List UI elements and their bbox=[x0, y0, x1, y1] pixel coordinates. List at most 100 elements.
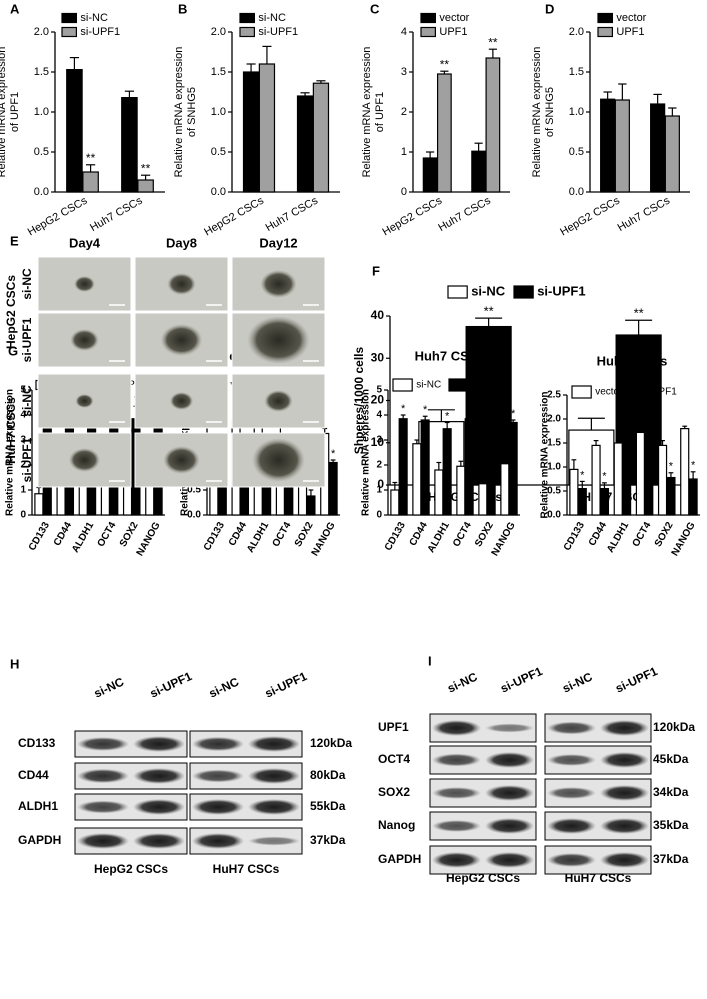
significance: ** bbox=[484, 304, 494, 319]
blot-band bbox=[192, 799, 244, 815]
blot-row-label: GAPDH bbox=[18, 833, 61, 847]
error-bar bbox=[414, 439, 420, 444]
y-axis-label: Relative mRNA expression bbox=[531, 47, 543, 178]
legend-swatch bbox=[392, 378, 413, 392]
error-bar bbox=[668, 107, 677, 116]
x-tick-label: Huh7 CSCs bbox=[88, 194, 145, 234]
error-bar bbox=[400, 414, 406, 419]
y-axis-label: of UPF1 bbox=[374, 92, 386, 132]
bar bbox=[390, 489, 400, 516]
y-tick-label: 1.0 bbox=[34, 106, 49, 118]
group-label: HepG2 CSCs bbox=[446, 871, 520, 885]
error-bar bbox=[618, 83, 627, 100]
panel-label: A bbox=[10, 1, 20, 16]
y-axis-label: Relative mRNA expression bbox=[0, 47, 8, 178]
lane-label: si-UPF1 bbox=[148, 669, 195, 701]
blot-row-label: Nanog bbox=[378, 818, 415, 832]
lane-label: si-NC bbox=[560, 670, 595, 696]
legend-label: si-NC bbox=[416, 380, 441, 391]
y-tick-label: 0.0 bbox=[211, 186, 226, 198]
bar bbox=[412, 443, 422, 516]
blot-band bbox=[192, 769, 244, 783]
y-tick-label: 0.5 bbox=[187, 485, 201, 496]
error-bar bbox=[330, 459, 336, 463]
panel-label: D bbox=[545, 1, 554, 16]
bar bbox=[442, 428, 452, 516]
lane-label: si-NC bbox=[445, 670, 480, 696]
bar bbox=[500, 463, 510, 516]
bar bbox=[485, 57, 501, 193]
bar bbox=[436, 73, 452, 193]
y-axis-label: of SNHG5 bbox=[186, 87, 198, 137]
significance: * bbox=[401, 403, 406, 415]
y-tick-label: 10 bbox=[371, 435, 385, 449]
error-bar bbox=[475, 317, 503, 327]
legend-label: UPF1 bbox=[439, 26, 467, 38]
significance: * bbox=[624, 449, 629, 461]
error-bar bbox=[124, 90, 135, 98]
y-tick-label: 2 bbox=[401, 106, 407, 118]
bar bbox=[471, 150, 487, 193]
column-label: Day4 bbox=[69, 235, 101, 250]
y-tick-label: 0.5 bbox=[569, 146, 584, 158]
error-bar bbox=[571, 459, 577, 470]
x-tick-label: Huh7 CSCs bbox=[436, 194, 493, 234]
chart-title: Huh7 CSCs bbox=[415, 348, 486, 363]
error-bar bbox=[593, 440, 599, 446]
bar bbox=[464, 418, 474, 516]
y-tick-label: 0.0 bbox=[187, 510, 201, 521]
x-tick-label: OCT4 bbox=[451, 520, 474, 549]
blot-band bbox=[77, 800, 129, 814]
y-tick-label: 0 bbox=[20, 510, 26, 521]
significance: ** bbox=[86, 151, 96, 165]
bar bbox=[478, 483, 488, 516]
bar bbox=[296, 95, 314, 193]
error-bar bbox=[625, 319, 653, 336]
sphere bbox=[247, 316, 310, 364]
blot-band bbox=[248, 736, 300, 752]
y-tick-label: 3 bbox=[401, 66, 407, 78]
group-label: HepG2 CSCs bbox=[94, 862, 168, 876]
x-tick-label: HepG2 CSCs bbox=[558, 194, 622, 238]
x-tick-label: OCT4 bbox=[271, 520, 294, 549]
significance: * bbox=[445, 410, 450, 422]
legend-swatch bbox=[448, 378, 469, 392]
y-tick-label: 1 bbox=[401, 146, 407, 158]
bar bbox=[613, 442, 623, 516]
y-tick-label: 0.5 bbox=[211, 146, 226, 158]
blot-size-label: 37kDa bbox=[653, 852, 689, 866]
bar bbox=[82, 171, 99, 193]
sphere bbox=[70, 329, 99, 351]
panel-label: I bbox=[428, 653, 432, 668]
x-tick-label: CD133 bbox=[202, 520, 227, 553]
error-bar bbox=[440, 70, 449, 74]
error-bar bbox=[602, 482, 607, 489]
legend-label: si-NC bbox=[471, 283, 506, 298]
error-bar bbox=[660, 440, 665, 446]
error-bar bbox=[603, 91, 612, 100]
blot-band bbox=[600, 785, 649, 801]
blot-band bbox=[432, 820, 481, 832]
y-tick-label: 2 bbox=[20, 460, 26, 471]
error-bar bbox=[579, 480, 585, 489]
sphere bbox=[75, 394, 94, 408]
blot-band bbox=[432, 753, 481, 767]
error-bar bbox=[426, 151, 435, 158]
error-bar bbox=[488, 48, 497, 58]
error-bar bbox=[392, 481, 398, 490]
x-tick-label: Huh7 CSCs bbox=[616, 194, 673, 234]
bar bbox=[66, 68, 83, 193]
bar bbox=[422, 157, 438, 193]
sphere bbox=[264, 390, 293, 412]
bar bbox=[688, 478, 698, 516]
bar bbox=[622, 463, 632, 516]
x-tick-label: CD44 bbox=[587, 520, 610, 548]
blot-band bbox=[485, 723, 534, 733]
y-tick-label: 2.0 bbox=[569, 26, 584, 38]
x-tick-label: ALDH1 bbox=[426, 520, 452, 555]
error-bar bbox=[577, 417, 605, 431]
blot-size-label: 45kDa bbox=[653, 752, 689, 766]
legend-label: si-NC bbox=[258, 12, 286, 24]
panel-label: B bbox=[178, 1, 187, 16]
bar bbox=[577, 488, 587, 516]
